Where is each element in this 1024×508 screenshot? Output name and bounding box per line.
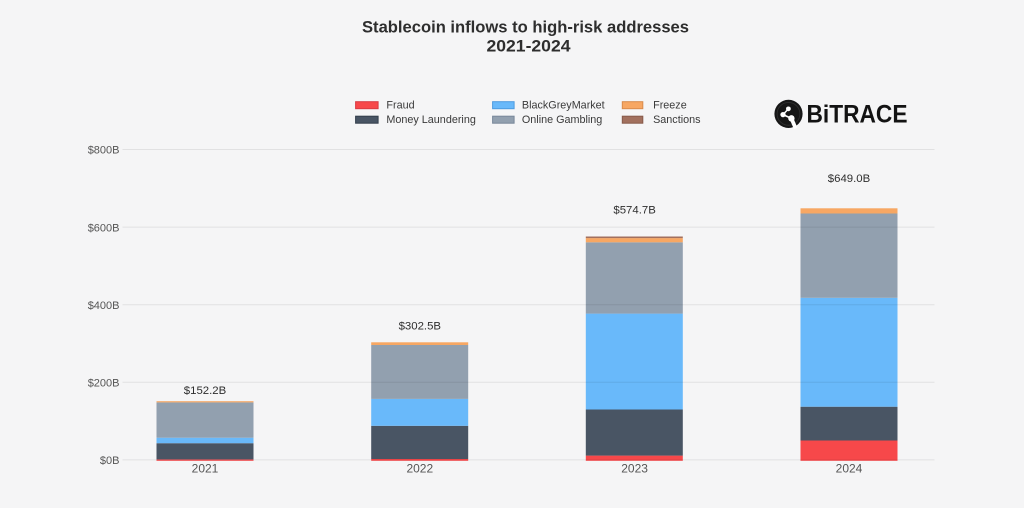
- svg-text:2024: 2024: [836, 462, 863, 476]
- svg-text:$200B: $200B: [88, 378, 120, 390]
- svg-text:BlackGreyMarket: BlackGreyMarket: [522, 100, 605, 112]
- svg-text:2023: 2023: [621, 462, 648, 476]
- svg-text:$0B: $0B: [100, 455, 120, 467]
- svg-text:Fraud: Fraud: [386, 100, 414, 112]
- svg-text:$400B: $400B: [88, 300, 120, 312]
- svg-text:BiTRACE: BiTRACE: [807, 101, 908, 129]
- svg-text:Sanctions: Sanctions: [653, 114, 701, 126]
- svg-text:$600B: $600B: [88, 222, 120, 234]
- svg-text:$302.5B: $302.5B: [399, 321, 441, 333]
- svg-text:2021-2024: 2021-2024: [487, 36, 572, 55]
- svg-text:$649.0B: $649.0B: [828, 173, 870, 185]
- svg-text:$152.2B: $152.2B: [184, 385, 226, 397]
- svg-text:Freeze: Freeze: [653, 100, 687, 112]
- svg-text:Online Gambling: Online Gambling: [522, 114, 602, 126]
- svg-text:$800B: $800B: [88, 145, 120, 157]
- svg-text:$574.7B: $574.7B: [613, 204, 655, 216]
- svg-text:Money Laundering: Money Laundering: [386, 114, 475, 126]
- svg-text:2022: 2022: [406, 462, 433, 476]
- svg-text:Stablecoin inflows to high-ris: Stablecoin inflows to high-risk addresse…: [362, 17, 689, 36]
- svg-text:2021: 2021: [192, 462, 219, 476]
